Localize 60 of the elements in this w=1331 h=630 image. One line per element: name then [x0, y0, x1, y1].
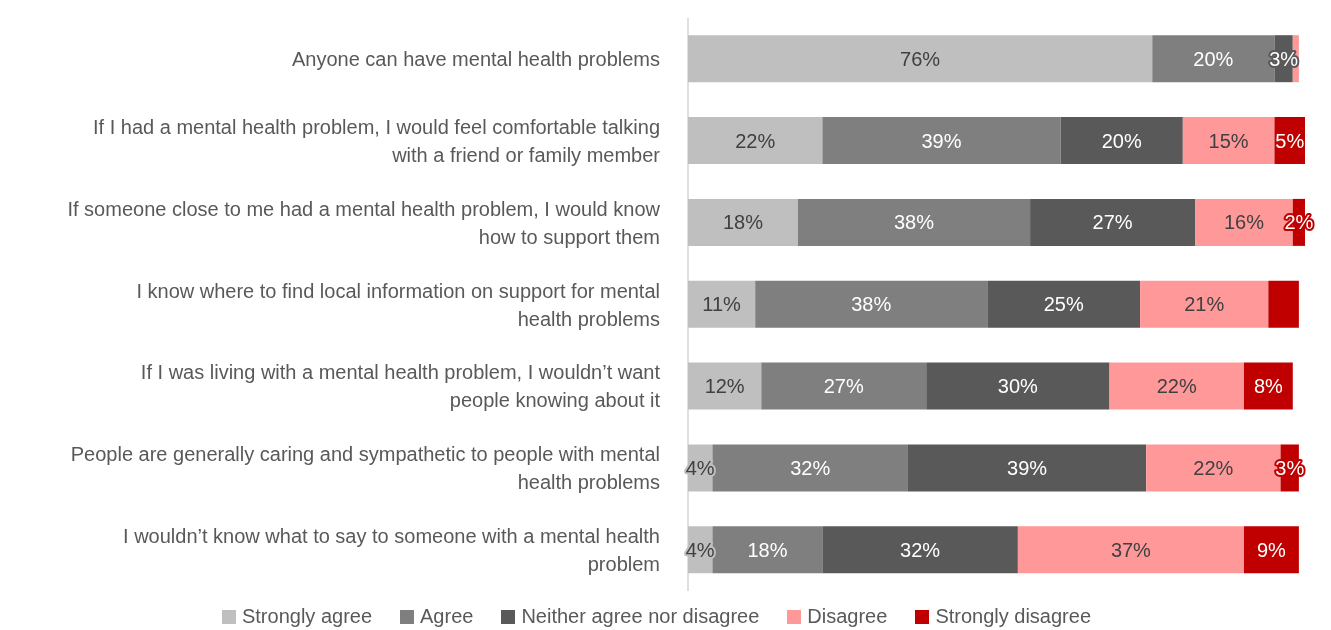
bar	[797, 198, 1031, 246]
data-label: 32%	[790, 456, 831, 479]
data-label: 27%	[823, 375, 865, 398]
data-label: 39%	[921, 129, 962, 152]
data-label: 11%	[702, 293, 742, 316]
data-label: 4%	[685, 538, 715, 561]
bar	[712, 444, 908, 492]
bar	[907, 444, 1147, 492]
bar	[761, 362, 927, 410]
bar	[987, 280, 1141, 328]
y-tick-label: People are generally caring and sympathetic to people with mental health problems	[70, 443, 660, 494]
data-label: 37%	[1110, 538, 1152, 561]
legend-label: Strongly agree	[240, 605, 373, 628]
bar	[712, 526, 823, 574]
data-label: 22%	[735, 129, 776, 152]
legend-label: Strongly disagree	[934, 605, 1092, 628]
data-label: 9%	[1256, 538, 1287, 561]
data-label: 12%	[704, 375, 745, 398]
legend-label: Agree	[419, 605, 474, 628]
data-label: 21%	[1184, 293, 1225, 316]
data-label: 16%	[1223, 211, 1265, 234]
bar	[1182, 117, 1275, 165]
y-tick-label: If I was living with a mental health problem, I wouldn’t want people knowing about it	[140, 361, 661, 412]
bar	[1017, 526, 1244, 574]
data-label: 22%	[1156, 375, 1197, 398]
bar	[1140, 280, 1269, 328]
bar	[1109, 362, 1244, 410]
y-tick-label: I wouldn’t know what to say to someone with a mental health problem	[123, 525, 660, 576]
bar	[1030, 198, 1196, 246]
bar	[1243, 362, 1293, 410]
bar	[1268, 280, 1299, 328]
legend-label: Neither agree nor disagree	[520, 605, 760, 628]
bar	[822, 526, 1018, 574]
data-label: 38%	[894, 211, 935, 234]
data-label: 32%	[900, 538, 941, 561]
data-label: 38%	[851, 293, 892, 316]
data-label: 25%	[1043, 293, 1084, 316]
legend-label: Disagree	[806, 605, 888, 628]
y-tick-label: I know where to find local information on support for mental health problems	[136, 279, 660, 330]
y-tick-label: Anyone can have mental health problems	[291, 47, 660, 70]
data-label: 8%	[1253, 375, 1284, 398]
data-label: 76%	[900, 47, 941, 70]
data-label: 18%	[722, 211, 764, 234]
bar	[1060, 117, 1183, 165]
y-tick-label: If someone close to me had a mental health problem, I would know how to support them	[67, 197, 661, 248]
bar	[1243, 526, 1299, 574]
data-label: 39%	[1007, 456, 1048, 479]
data-label: 27%	[1092, 211, 1133, 234]
y-tick-label: If I had a mental health problem, I would feel comfortable talking with a friend or family member	[93, 115, 661, 166]
data-label: 5%	[1275, 129, 1305, 152]
data-label: 22%	[1193, 456, 1234, 479]
data-label: 20%	[1101, 129, 1142, 152]
data-label: 15%	[1208, 129, 1249, 152]
bar	[926, 362, 1110, 410]
data-label: 4%	[685, 456, 715, 479]
data-label: 30%	[997, 375, 1039, 398]
bar	[755, 280, 988, 328]
bar	[822, 117, 1061, 165]
data-label: 20%	[1193, 47, 1234, 70]
data-label: 18%	[747, 538, 788, 561]
